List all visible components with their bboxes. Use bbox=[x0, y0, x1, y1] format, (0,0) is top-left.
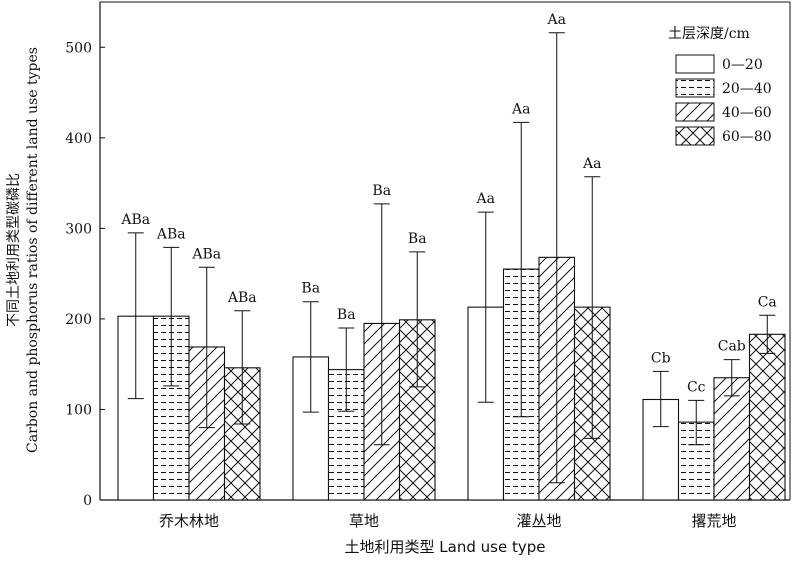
y-axis-label: 不同土地利用类型碳磷比 Carbon and phosphorus ratios… bbox=[6, 47, 41, 453]
x-axis-label: 土地利用类型 Land use type bbox=[345, 538, 546, 556]
significance-label: Ba bbox=[372, 183, 391, 199]
y-tick-label: 0 bbox=[83, 493, 92, 509]
significance-label: ABa bbox=[191, 246, 221, 262]
plot-area: 0 100 200 300 400 500 乔木林地 草地 灌丛地 撂荒地 ABa Ba Aa Cb ABa… bbox=[65, 1, 791, 530]
significance-label: Cb bbox=[651, 350, 671, 366]
significance-label: Aa bbox=[582, 156, 601, 172]
category-label: 撂荒地 bbox=[691, 512, 736, 530]
category-label: 草地 bbox=[349, 512, 379, 530]
legend-swatch bbox=[675, 102, 715, 122]
significance-label: ABa bbox=[227, 290, 257, 306]
significance-label: Cab bbox=[718, 339, 746, 355]
significance-label: Ba bbox=[408, 231, 427, 247]
bar bbox=[713, 377, 751, 501]
legend-entry: 40—60 bbox=[722, 105, 772, 121]
y-tick-label: 300 bbox=[65, 221, 92, 237]
legend-swatch bbox=[675, 126, 715, 146]
legend-swatch bbox=[675, 54, 715, 74]
significance-label: Aa bbox=[547, 12, 566, 28]
y-tick-label: 500 bbox=[65, 40, 92, 56]
legend-entry: 60—80 bbox=[722, 129, 772, 145]
y-tick-label: 400 bbox=[65, 131, 92, 147]
y-axis-label-chinese: 不同土地利用类型碳磷比 bbox=[6, 173, 22, 327]
legend-title: 土层深度/cm bbox=[668, 26, 750, 42]
y-tick-label: 200 bbox=[65, 312, 92, 328]
legend-swatch bbox=[675, 78, 715, 98]
significance-label: Ba bbox=[337, 307, 356, 323]
legend: 土层深度/cm 0—20 20—40 40—60 60—80 bbox=[668, 26, 772, 146]
significance-label: ABa bbox=[120, 212, 150, 228]
significance-label: ABa bbox=[156, 226, 186, 242]
significance-label: Aa bbox=[511, 101, 530, 117]
significance-label: Ba bbox=[301, 281, 320, 297]
y-axis-label-english: Carbon and phosphorus ratios of differen… bbox=[25, 47, 41, 453]
category-label: 乔木林地 bbox=[159, 512, 219, 530]
legend-entry: 0—20 bbox=[722, 57, 763, 73]
significance-label: Cc bbox=[687, 379, 706, 395]
significance-label: Aa bbox=[476, 191, 495, 207]
significance-label: Ca bbox=[758, 294, 777, 310]
y-tick-label: 100 bbox=[65, 402, 92, 418]
bar bbox=[748, 333, 786, 501]
category-label: 灌丛地 bbox=[516, 512, 561, 530]
legend-entry: 20—40 bbox=[722, 81, 772, 97]
